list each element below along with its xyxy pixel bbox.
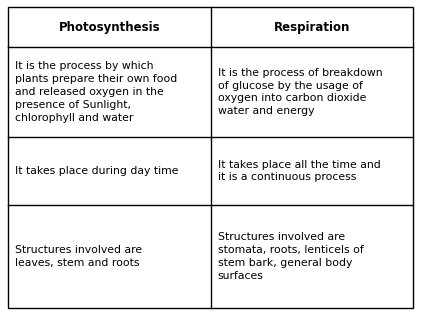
Text: It is the process by which
plants prepare their own food
and released oxygen in : It is the process by which plants prepar… — [15, 61, 177, 123]
Text: Structures involved are
leaves, stem and roots: Structures involved are leaves, stem and… — [15, 245, 142, 268]
Text: Photosynthesis: Photosynthesis — [59, 20, 160, 33]
Text: It takes place all the time and
it is a continuous process: It takes place all the time and it is a … — [218, 160, 380, 182]
Text: It is the process of breakdown
of glucose by the usage of
oxygen into carbon dio: It is the process of breakdown of glucos… — [218, 68, 382, 116]
Text: Structures involved are
stomata, roots, lenticels of
stem bark, general body
sur: Structures involved are stomata, roots, … — [218, 232, 363, 281]
Text: It takes place during day time: It takes place during day time — [15, 166, 179, 176]
Text: Respiration: Respiration — [274, 20, 350, 33]
